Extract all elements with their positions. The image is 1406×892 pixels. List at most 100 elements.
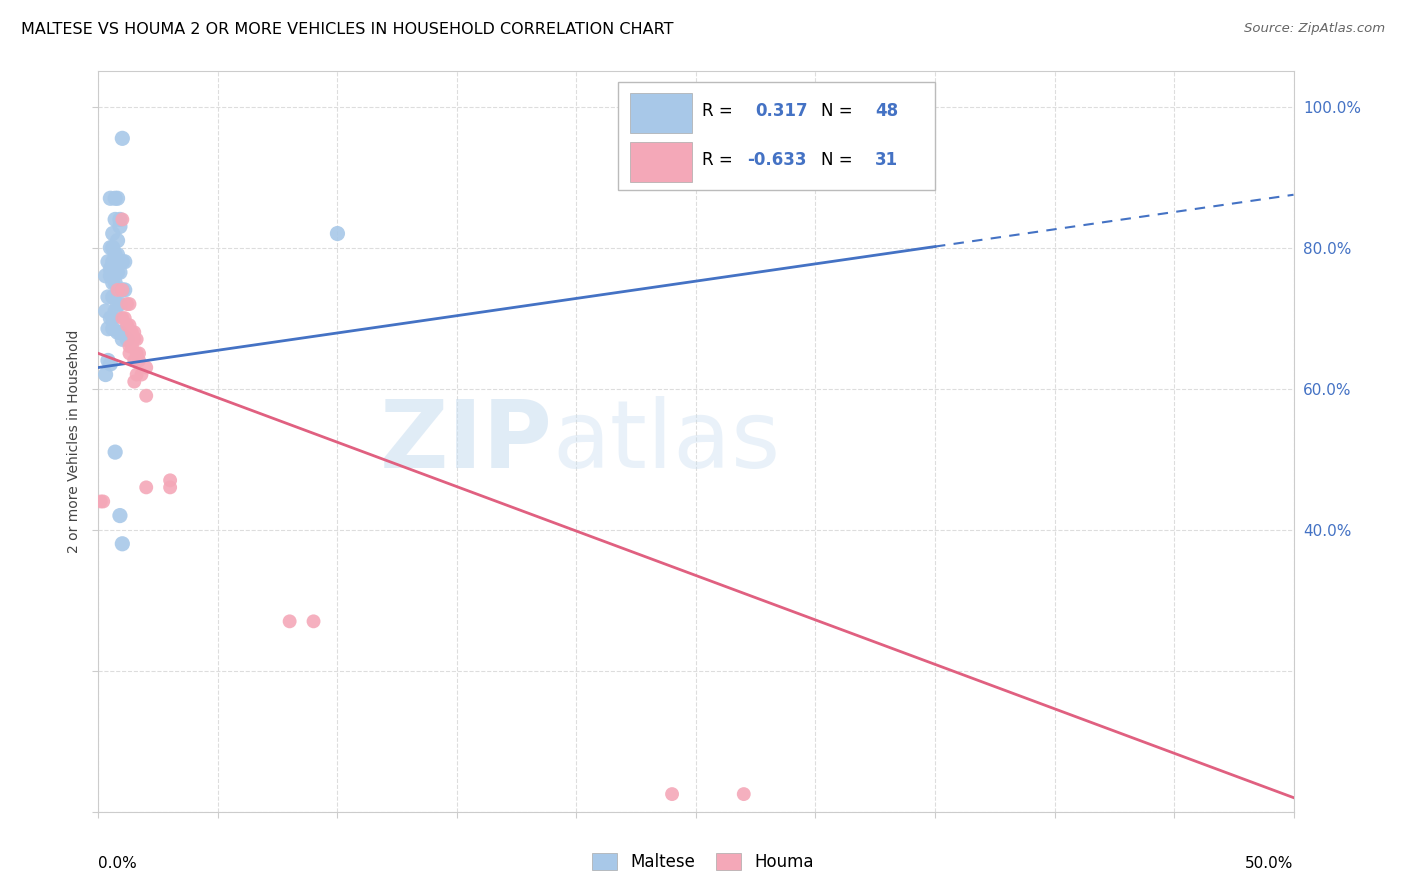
Point [91,494,114,508]
Text: 31: 31 [876,152,898,169]
Point [114,311,136,326]
Point [94,368,117,382]
Point [128,353,150,368]
Point [131,368,153,382]
Point [115,297,138,311]
Point [101,276,124,290]
Point [108,297,131,311]
Point [111,254,134,268]
Point [107,234,129,248]
Point [111,283,134,297]
Point [326,227,349,241]
Point [101,322,124,336]
Point [111,537,134,551]
Point [101,311,124,326]
Point [101,254,124,268]
Point [124,332,146,346]
Point [107,248,129,262]
Point [98,268,122,283]
Text: MALTESE VS HOUMA 2 OR MORE VEHICLES IN HOUSEHOLD CORRELATION CHART: MALTESE VS HOUMA 2 OR MORE VEHICLES IN H… [21,22,673,37]
Point [121,325,143,339]
Point [98,241,122,255]
Point [124,375,146,389]
Text: 0.317: 0.317 [756,102,808,120]
Point [135,389,157,403]
Point [108,219,131,234]
Point [97,353,120,368]
Point [104,191,127,205]
Legend: Maltese, Houma: Maltese, Houma [583,845,823,880]
Text: -0.633: -0.633 [748,152,807,169]
Point [101,241,124,255]
Point [97,322,120,336]
Point [278,615,301,629]
Point [118,297,141,311]
Point [90,494,112,508]
Point [159,473,181,487]
Point [124,325,146,339]
Point [114,254,136,268]
Text: ZIP: ZIP [380,395,553,488]
Point [135,360,157,375]
Point [104,248,127,262]
Text: 48: 48 [876,102,898,120]
Point [97,290,120,304]
Point [98,311,122,326]
Y-axis label: 2 or more Vehicles in Household: 2 or more Vehicles in Household [67,330,82,553]
Point [108,265,131,279]
Text: Source: ZipAtlas.com: Source: ZipAtlas.com [1244,22,1385,36]
Text: 0.0%: 0.0% [98,856,138,871]
Point [104,445,127,459]
Point [104,212,127,227]
Point [108,508,131,523]
Point [159,480,181,494]
FancyBboxPatch shape [630,143,692,183]
Point [661,787,683,801]
Point [114,283,136,297]
Point [94,304,117,318]
Point [94,268,117,283]
Point [128,346,150,360]
Point [104,304,127,318]
Point [118,339,141,353]
FancyBboxPatch shape [630,93,692,133]
Point [97,254,120,268]
Point [121,339,143,353]
Point [111,283,134,297]
Point [104,276,127,290]
Point [107,283,129,297]
Point [101,227,124,241]
Point [111,311,134,326]
Point [733,787,755,801]
Point [111,131,134,145]
Text: atlas: atlas [553,395,780,488]
Point [104,261,127,276]
Point [98,191,122,205]
Point [125,332,148,346]
Point [118,346,141,360]
Point [118,318,141,333]
Point [107,325,129,339]
Point [124,353,146,368]
Point [107,297,129,311]
Point [98,357,122,371]
Point [107,265,129,279]
Point [108,325,131,339]
Text: 50.0%: 50.0% [1246,856,1294,871]
Point [107,191,129,205]
Point [115,332,138,346]
Point [98,261,122,276]
Point [111,212,134,227]
Point [108,212,131,227]
Text: N =: N = [821,152,858,169]
FancyBboxPatch shape [619,82,935,190]
Point [302,615,325,629]
Text: N =: N = [821,102,858,120]
Point [125,368,148,382]
Text: R =: R = [702,152,738,169]
Point [111,332,134,346]
Point [125,346,148,360]
Point [101,290,124,304]
Text: R =: R = [702,102,738,120]
Point [115,318,138,333]
